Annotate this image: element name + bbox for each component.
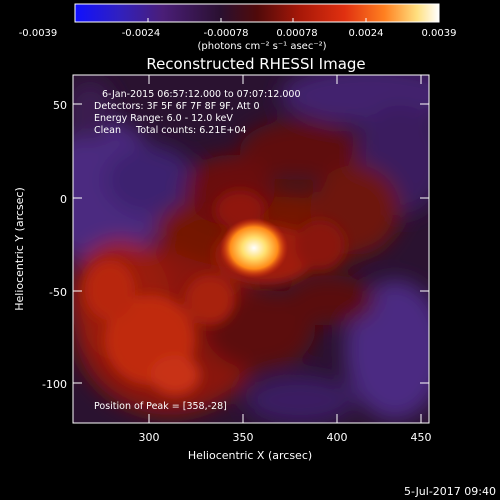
y-tick-label: 50	[53, 99, 67, 112]
info-line-detectors: Detectors: 3F 5F 6F 7F 8F 9F, Att 0	[94, 101, 260, 112]
x-tick-labels: 300 350 400 450	[139, 431, 432, 444]
peak-position-label: Position of Peak = [358,-28]	[94, 401, 227, 412]
y-tick-label: -100	[42, 378, 67, 391]
info-annotation: 6-Jan-2015 06:57:12.000 to 07:07:12.000 …	[94, 89, 300, 136]
colorbar-tick-label: 0.00078	[276, 28, 317, 39]
colorbar	[74, 3, 440, 23]
y-axis-ticks	[73, 103, 429, 384]
chart-title: Reconstructed RHESSI Image	[146, 55, 365, 73]
info-line-clean: Clean Total counts: 6.21E+04	[94, 125, 246, 136]
colorbar-ticks	[74, 18, 440, 22]
x-axis-ticks	[148, 75, 422, 423]
y-tick-label: -50	[49, 286, 67, 299]
colorbar-tick-label: 0.0024	[349, 28, 384, 39]
heatmap-image	[73, 75, 429, 423]
y-tick-label: 0	[60, 193, 67, 206]
info-line-time-range: 6-Jan-2015 06:57:12.000 to 07:07:12.000	[102, 89, 300, 100]
footer-date: 5-Jul-2017 09:40	[404, 485, 496, 498]
x-tick-label: 300	[139, 431, 160, 444]
x-tick-label: 350	[233, 431, 254, 444]
colorbar-tick-label: 0.0039	[422, 28, 457, 39]
x-axis-label: Heliocentric X (arcsec)	[188, 449, 312, 462]
colorbar-tick-labels: -0.0039 -0.0024 -0.00078 0.00078 0.0024 …	[19, 28, 457, 39]
info-line-energy: Energy Range: 6.0 - 12.0 keV	[94, 113, 233, 124]
x-tick-label: 450	[411, 431, 432, 444]
colorbar-tick-label: -0.0039	[19, 28, 58, 39]
y-axis-label: Heliocentric Y (arcsec)	[13, 187, 26, 311]
y-tick-labels: -100 -50 0 50	[42, 99, 67, 391]
colorbar-tick-label: -0.0024	[122, 28, 161, 39]
x-tick-label: 400	[327, 431, 348, 444]
plot-frame	[72, 74, 430, 424]
colorbar-unit-label: (photons cm⁻² s⁻¹ asec⁻²)	[197, 41, 326, 52]
colorbar-tick-label: -0.00078	[204, 28, 249, 39]
